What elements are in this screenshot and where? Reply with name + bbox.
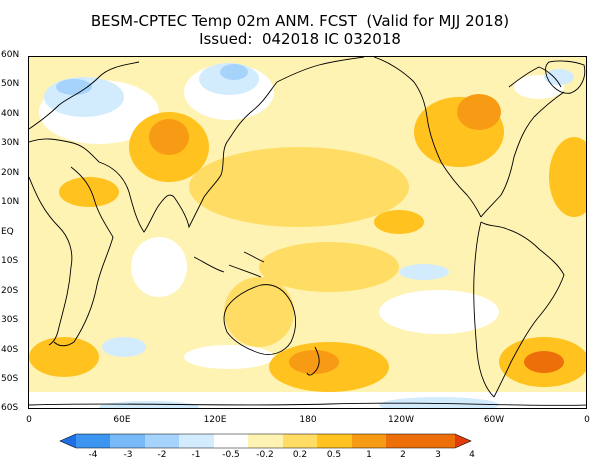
lat-label-50n: 50N — [1, 79, 20, 89]
anomaly-warm-north-atlantic — [549, 137, 586, 217]
coast-siberia — [276, 57, 365, 83]
anomaly-shading — [29, 63, 586, 408]
lat-label-30s: 30S — [1, 315, 19, 325]
colorbar-label: -3 — [123, 450, 133, 460]
colorbar-label: -0.5 — [222, 450, 240, 460]
coast-greenland — [545, 60, 586, 94]
anomaly-weak-warm-n-pacific — [189, 147, 409, 227]
anomaly-strong-tasman — [289, 350, 339, 374]
lat-label-eq: EQ — [1, 227, 14, 237]
colorbar-label: 4 — [469, 450, 475, 460]
coast-europe — [29, 61, 140, 130]
colorbar-segment — [283, 434, 317, 448]
lat-label-60n: 60N — [1, 50, 20, 60]
colorbar-label: -4 — [88, 450, 98, 460]
lat-label-20s: 20S — [1, 286, 19, 296]
coast-east-north-america — [480, 91, 565, 218]
anomaly-map-svg — [29, 57, 586, 408]
lat-label-10s: 10S — [1, 256, 19, 266]
anomaly-warm-central-pacific — [374, 210, 424, 234]
coast-west-north-america — [373, 57, 482, 218]
lon-label-0-west-edge: 0 — [26, 415, 32, 425]
anomaly-cool-greenland — [544, 69, 574, 85]
anomaly-warm-north-africa — [59, 177, 119, 207]
coastlines — [29, 57, 586, 406]
colorbar-segment — [145, 434, 179, 448]
colorbar-segment — [214, 434, 248, 448]
colorbar-segment — [386, 434, 421, 448]
coast-east-south-america — [480, 221, 565, 398]
colorbar-label: -2 — [157, 450, 167, 460]
anomaly-strong-north-america — [457, 94, 501, 130]
colorbar-segment — [179, 434, 214, 448]
colorbar-segment — [317, 434, 352, 448]
anomaly-cool-eq-pacific — [399, 264, 449, 280]
lon-label-180: 180 — [299, 415, 317, 425]
colorbar-label: 2 — [400, 450, 406, 460]
colorbar-label: 0.2 — [292, 450, 308, 460]
anomaly-cold-siberia — [220, 64, 248, 80]
colorbar-label: 3 — [435, 450, 441, 460]
lon-label-120e: 120E — [203, 415, 227, 425]
colorbar-segment — [110, 434, 145, 448]
coast-indonesia — [193, 251, 265, 278]
lat-label-50s: 50S — [1, 374, 19, 384]
lat-label-40n: 40N — [1, 109, 20, 119]
colorbar-segment — [352, 434, 386, 448]
colorbar-segment — [421, 434, 455, 448]
coast-antarctica — [29, 402, 586, 406]
coast-west-south-america — [473, 221, 495, 398]
map-issued-line: Issued: 042018 IC 032018 — [199, 30, 401, 48]
coast-west-africa — [29, 176, 73, 346]
anomaly-weak-warm-eq-pacific — [259, 242, 399, 292]
lat-label-20n: 20N — [1, 168, 20, 178]
coast-australia — [223, 284, 296, 355]
anomaly-cool-southern-ocean — [379, 397, 499, 408]
anomaly-neutral-se-pacific — [379, 290, 499, 334]
coast-hudson-bay — [508, 66, 562, 88]
anomaly-strong-central-asia — [149, 119, 189, 155]
lat-label-30n: 30N — [1, 138, 20, 148]
lat-label-40s: 40S — [1, 345, 19, 355]
coast-new-zealand — [306, 346, 320, 376]
anomaly-warm-se-atlantic — [29, 337, 99, 377]
lon-label-60e: 60E — [113, 415, 131, 425]
anomaly-cold-europe — [56, 79, 92, 95]
anomaly-weak-warm-australia — [224, 277, 294, 347]
colorbar-left-arrow — [60, 434, 76, 448]
colorbar-right-arrow — [455, 434, 471, 448]
lon-label-60w: 60W — [483, 415, 505, 425]
coast-arabia-india — [98, 161, 175, 233]
coast-mediterranean — [29, 138, 100, 163]
anomaly-hot-south-atlantic — [524, 351, 564, 373]
map-title: BESM-CPTEC Temp 02m ANM. FCST (Valid for… — [90, 12, 510, 30]
anomaly-map — [28, 56, 587, 409]
colorbar-label: 1 — [366, 450, 372, 460]
anomaly-cool-south-indian — [102, 337, 146, 357]
lat-label-10n: 10N — [1, 197, 20, 207]
coast-east-asia — [173, 81, 278, 229]
anomaly-neutral-south-indian — [184, 345, 274, 369]
colorbar-label: 0.5 — [326, 450, 342, 460]
colorbar-segment — [76, 434, 110, 448]
lon-label-120w: 120W — [387, 415, 415, 425]
coast-east-africa — [53, 166, 114, 347]
lon-label-0-east-edge: 0 — [584, 415, 590, 425]
anomaly-neutral-indian-ocean — [131, 237, 187, 297]
colorbar-label: -0.2 — [256, 450, 274, 460]
lat-label-60s: 60S — [1, 403, 19, 413]
colorbar-segment — [248, 434, 283, 448]
colorbar-outline — [59, 433, 472, 449]
colorbar-label: -1 — [191, 450, 201, 460]
